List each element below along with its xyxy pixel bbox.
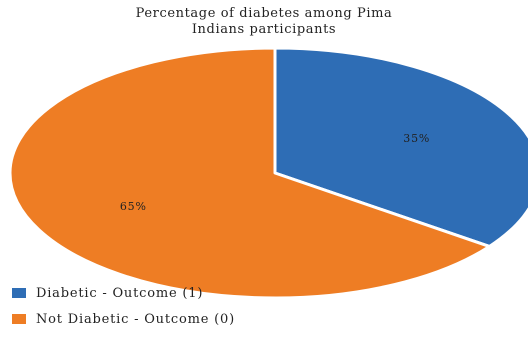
chart-title-line-1: Percentage of diabetes among Pima [135, 6, 393, 21]
legend-label-diabetic: Diabetic - Outcome (1) [36, 285, 204, 301]
legend-swatch-not-diabetic [12, 314, 26, 324]
legend-item-diabetic: Diabetic - Outcome (1) [12, 283, 235, 303]
data-label-not-diabetic: 65% [120, 200, 147, 213]
pie-slice-diabetic [273, 46, 528, 248]
legend-item-not-diabetic: Not Diabetic - Outcome (0) [12, 309, 235, 329]
chart-title: Percentage of diabetes among Pima Indian… [0, 6, 528, 38]
legend-swatch-diabetic [12, 288, 26, 298]
chart-title-line-2: Indians participants [191, 22, 337, 37]
legend-label-not-diabetic: Not Diabetic - Outcome (0) [36, 311, 235, 327]
data-label-diabetic: 35% [403, 132, 430, 145]
pie-slice-not-diabetic [8, 46, 491, 300]
legend: Diabetic - Outcome (1) Not Diabetic - Ou… [12, 283, 235, 335]
